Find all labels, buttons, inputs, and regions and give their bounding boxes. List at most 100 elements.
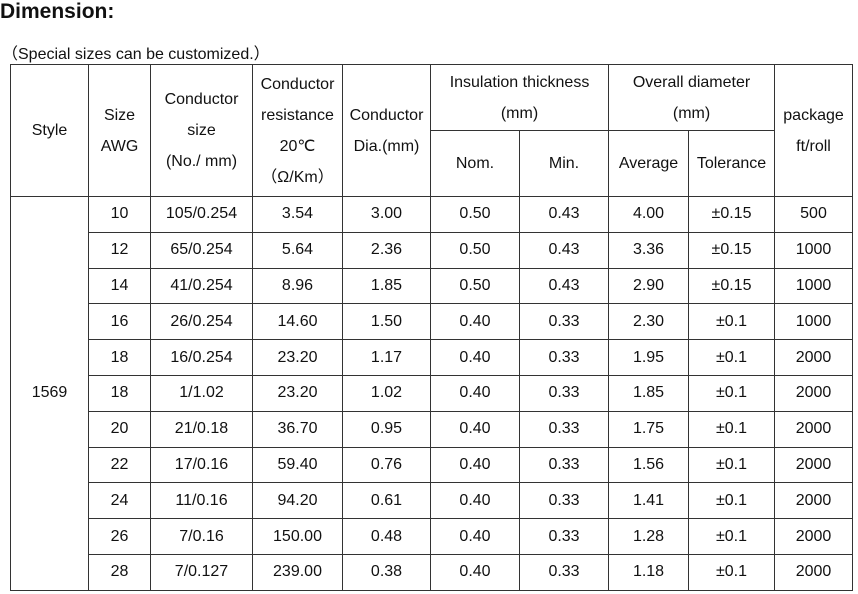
data-cell: 23.20: [252, 374, 343, 412]
spec-table: Style Size AWG Conductor size (No./ mm) Conduc…: [10, 64, 854, 591]
header-line: (No./ mm): [165, 153, 238, 170]
data-cell: 21/0.18: [150, 410, 253, 448]
header-line: package: [783, 106, 844, 124]
data-cell: 1.85: [608, 374, 690, 412]
data-cell: 65/0.254: [150, 231, 253, 269]
data-cell: 16/0.254: [150, 339, 253, 376]
data-cell: 105/0.254: [150, 196, 253, 233]
header-cell: Conductor resistance 20℃ （Ω/Km）: [252, 64, 343, 197]
data-cell: 26/0.254: [150, 303, 253, 341]
data-cell: 0.33: [518, 339, 610, 376]
data-cell: 0.50: [430, 231, 520, 269]
header-line: Conductor: [260, 75, 335, 93]
data-cell: 0.61: [342, 482, 431, 520]
data-cell: 239.00: [252, 553, 343, 591]
data-cell: 0.40: [430, 553, 520, 591]
data-cell: 36.70: [252, 410, 343, 448]
header-line: Overall diameter: [632, 73, 751, 91]
data-cell: 2000: [774, 339, 854, 376]
data-cell: 2000: [774, 374, 854, 412]
header-line: (mm): [500, 104, 539, 122]
data-cell: 28: [88, 553, 151, 591]
data-cell: 0.40: [430, 518, 520, 555]
data-cell: 150.00: [252, 518, 343, 555]
data-cell: 18: [88, 339, 151, 376]
data-cell: ±0.1: [688, 339, 776, 376]
header-line: Style: [31, 122, 68, 139]
data-cell: 2000: [774, 446, 854, 484]
data-cell: 0.33: [518, 303, 610, 341]
header-cell: package ft/roll: [774, 64, 854, 197]
data-cell: ±0.1: [688, 374, 776, 412]
header-cell: Conductor size (No./ mm): [150, 64, 253, 197]
subheader-cell: Nom.: [430, 130, 520, 197]
data-cell: 2.90: [608, 267, 690, 305]
data-cell: ±0.15: [688, 196, 776, 233]
data-cell: 7/0.16: [150, 518, 253, 555]
data-cell: 1.28: [608, 518, 690, 555]
data-cell: 500: [774, 196, 854, 233]
data-cell: 14: [88, 267, 151, 305]
header-cell: Overall diameter (mm): [608, 64, 776, 131]
data-cell: 2.36: [342, 231, 431, 269]
subheader-cell: Tolerance: [688, 130, 776, 197]
data-cell: 1.50: [342, 303, 431, 341]
data-cell: 2000: [774, 553, 854, 591]
header-line: size: [187, 122, 216, 139]
data-cell: 26: [88, 518, 151, 555]
header-line: Dia.(mm): [353, 137, 420, 155]
data-cell: 0.33: [518, 553, 610, 591]
header-line: (mm): [672, 104, 711, 122]
header-cell: Insulation thickness (mm): [429, 64, 610, 131]
header-line: （Ω/Km）: [261, 168, 334, 186]
data-cell: 1000: [774, 231, 854, 269]
title: Dimension:: [0, 0, 115, 23]
header-cell: Style: [10, 64, 89, 197]
data-row: 20 21/0.18 36.70 0.95 0.40 0.33 1.75 ±0.1 2000: [11, 410, 854, 448]
data-cell: 1000: [774, 267, 854, 305]
data-cell: 1/1.02: [150, 374, 253, 412]
data-cell: 4.00: [608, 196, 690, 233]
data-cell: 3.54: [252, 196, 343, 233]
data-cell: ±0.1: [688, 303, 776, 341]
data-cell: 0.48: [342, 518, 431, 555]
data-cell: 1.56: [608, 446, 690, 484]
data-cell: 2000: [774, 482, 854, 520]
data-cell: 14.60: [252, 303, 343, 341]
data-cell: 1000: [774, 303, 854, 341]
data-row: 16 26/0.254 14.60 1.50 0.40 0.33 2.30 ±0.1 1000: [11, 303, 854, 341]
data-cell: 0.38: [342, 553, 431, 591]
data-cell: 0.43: [518, 267, 610, 305]
data-cell: 11/0.16: [150, 482, 253, 520]
data-cell: 0.33: [518, 410, 610, 448]
data-cell: 0.40: [430, 303, 520, 341]
header-line: AWG: [100, 137, 139, 155]
data-cell: 59.40: [252, 446, 343, 484]
data-cell: 0.95: [342, 410, 431, 448]
data-cell: 1.17: [342, 339, 431, 376]
data-cell: 0.33: [518, 518, 610, 555]
data-cell: ±0.1: [688, 553, 776, 591]
header-line: Conductor: [349, 106, 424, 124]
data-cell: 0.40: [430, 410, 520, 448]
data-cell: 7/0.127: [150, 553, 253, 591]
header-row: Style Size AWG Conductor size (No./ mm) Conduc…: [10, 64, 854, 197]
data-row: 24 11/0.16 94.20 0.61 0.40 0.33 1.41 ±0.1 2000: [11, 482, 854, 520]
data-cell: ±0.1: [688, 446, 776, 484]
data-cell: 1.41: [608, 482, 690, 520]
data-cell: 3.00: [342, 196, 431, 233]
data-row: 18 1/1.02 23.20 1.02 0.40 0.33 1.85 ±0.1 2000: [11, 374, 854, 412]
header-cell: Conductor Dia.(mm): [342, 64, 431, 197]
header-line: resistance: [261, 106, 334, 124]
data-cell: 0.43: [518, 231, 610, 269]
data-cell: 12: [88, 231, 151, 269]
header-line: Conductor: [164, 91, 239, 108]
data-cell: 17/0.16: [150, 446, 253, 484]
data-cell: 0.40: [430, 339, 520, 376]
data-cell: 0.40: [430, 446, 520, 484]
data-cell: 0.76: [342, 446, 431, 484]
header-row: Nom. Min. Average Tolerance: [11, 130, 853, 197]
data-cell: ±0.1: [688, 410, 776, 448]
data-row: 28 7/0.127 239.00 0.38 0.40 0.33 1.18 ±0.1 2000: [11, 553, 854, 591]
